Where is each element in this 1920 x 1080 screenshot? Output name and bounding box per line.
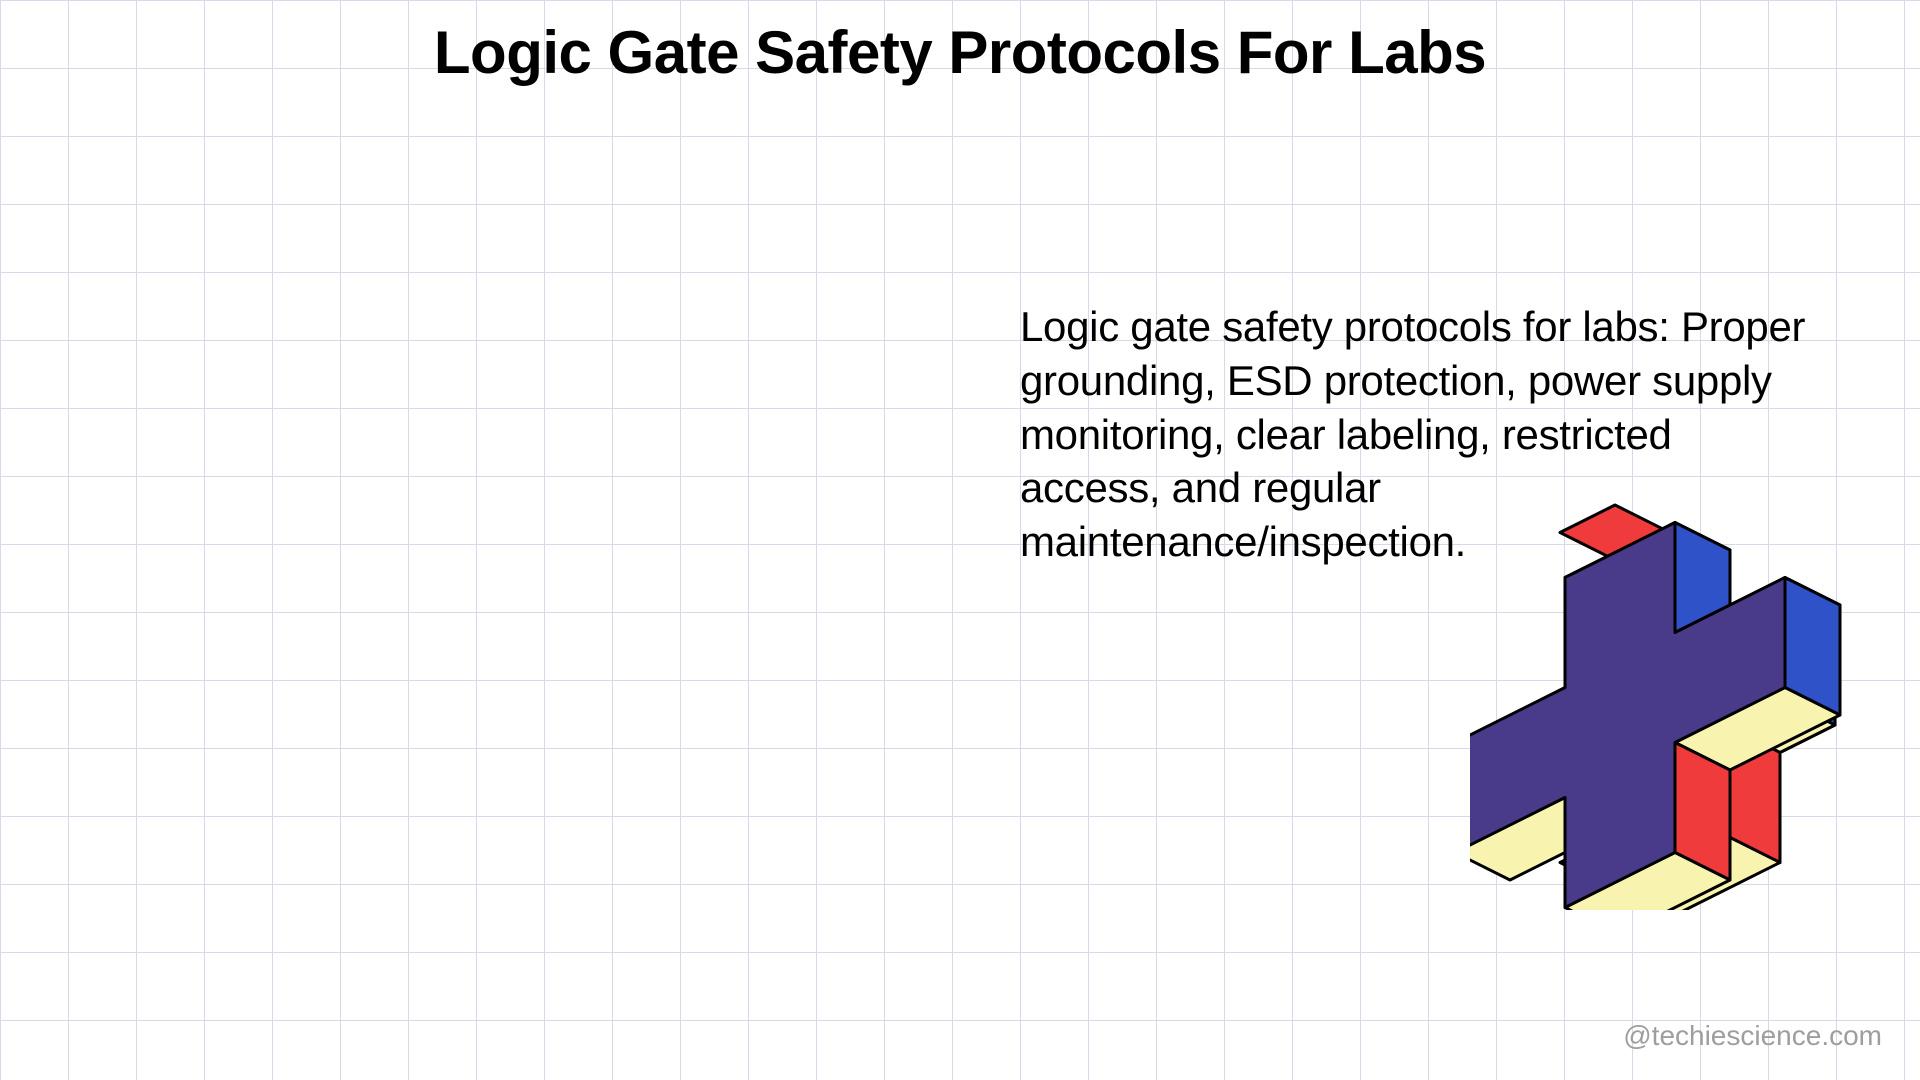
page-title: Logic Gate Safety Protocols For Labs [0, 18, 1920, 87]
isometric-cross-graphic [1470, 470, 1870, 910]
footer-attribution: @techiescience.com [1623, 1020, 1882, 1052]
